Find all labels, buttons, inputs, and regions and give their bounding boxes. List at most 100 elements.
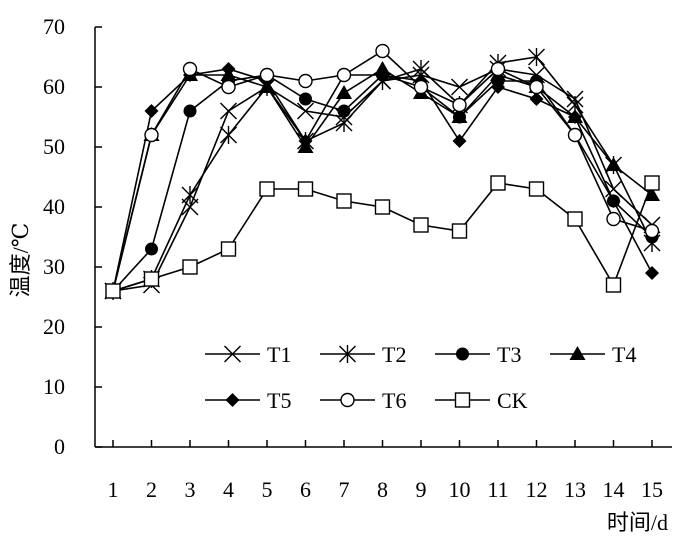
marker-shape <box>567 127 583 143</box>
x-tick-label: 7 <box>339 477 350 502</box>
x-tick-label: 10 <box>449 477 471 502</box>
marker-shape <box>183 104 197 118</box>
legend-label: CK <box>497 388 528 413</box>
data-point-marker <box>183 104 197 118</box>
legend-label: T5 <box>267 388 291 413</box>
data-point-marker <box>491 80 505 94</box>
data-point-marker <box>299 92 312 106</box>
legend-item-t3: T3 <box>435 342 521 367</box>
y-tick-label: 50 <box>43 134 65 159</box>
marker-shape <box>606 194 621 208</box>
marker-shape <box>452 97 467 113</box>
data-point-marker <box>105 283 121 299</box>
data-point-marker <box>182 61 198 77</box>
x-tick-label: 12 <box>526 477 548 502</box>
marker-shape <box>606 211 621 227</box>
marker-shape <box>259 67 275 83</box>
marker-shape <box>605 277 622 293</box>
data-point-marker <box>451 109 468 123</box>
marker-shape <box>221 62 236 76</box>
marker-shape <box>567 211 583 227</box>
marker-shape <box>451 109 468 123</box>
x-tick-label: 15 <box>641 477 663 502</box>
marker-stroke <box>220 102 237 120</box>
y-tick-label: 60 <box>43 74 65 99</box>
data-point-marker <box>452 134 467 148</box>
axes <box>94 26 672 448</box>
marker-shape <box>143 271 160 287</box>
marker-shape <box>259 181 275 197</box>
data-point-marker <box>375 43 390 59</box>
marker-shape <box>456 347 469 361</box>
marker-shape <box>490 61 506 77</box>
legend-item-t5: T5 <box>205 388 291 413</box>
series-layer <box>104 43 661 300</box>
x-tick-label: 13 <box>564 477 586 502</box>
data-point-marker <box>182 259 198 275</box>
x-axis-title: 时间/d <box>607 510 668 535</box>
data-point-marker <box>374 199 391 215</box>
data-point-marker <box>144 104 159 118</box>
marker-shape <box>490 175 506 191</box>
marker-shape <box>491 80 505 94</box>
data-point-marker <box>528 48 545 66</box>
data-point-marker <box>605 157 622 171</box>
legend-item-t6: T6 <box>320 388 406 413</box>
x-tick-label: 4 <box>223 477 234 502</box>
data-point-marker <box>298 73 313 89</box>
series-line <box>112 56 653 292</box>
data-point-marker <box>606 194 621 208</box>
data-point-marker <box>336 85 352 99</box>
marker-shape <box>220 241 237 257</box>
data-point-marker <box>644 187 660 201</box>
y-tick-label: 70 <box>43 14 65 39</box>
legend-label: T2 <box>382 342 406 367</box>
legend-label: T6 <box>382 388 406 413</box>
y-tick-label: 10 <box>43 374 65 399</box>
marker-shape <box>375 43 390 59</box>
data-point-marker <box>375 68 390 82</box>
legend-label: T1 <box>267 342 291 367</box>
legend: T1 T2 T3 T4 T5 T6 CK <box>205 342 636 413</box>
x-tick-label: 2 <box>146 477 157 502</box>
data-point-marker <box>337 104 351 118</box>
data-point-marker <box>225 393 240 407</box>
y-tick-label: 30 <box>43 254 65 279</box>
data-point-marker <box>220 126 237 144</box>
data-point-marker <box>452 97 467 113</box>
data-point-marker <box>605 180 622 198</box>
marker-shape <box>145 242 158 256</box>
data-point-marker <box>297 181 314 197</box>
data-point-marker <box>569 346 586 360</box>
marker-shape <box>105 283 121 299</box>
data-point-marker <box>340 392 355 408</box>
marker-shape <box>528 181 545 197</box>
marker-shape <box>298 134 313 148</box>
marker-shape <box>605 157 622 171</box>
data-point-marker <box>605 277 622 293</box>
marker-shape <box>644 187 660 201</box>
legend-item-t2: T2 <box>320 342 406 367</box>
x-tick-label: 1 <box>108 477 119 502</box>
data-point-marker <box>606 211 621 227</box>
data-point-marker <box>529 79 544 95</box>
data-point-marker <box>298 134 313 148</box>
data-point-marker <box>413 217 429 233</box>
legend-label: T3 <box>497 342 521 367</box>
data-point-marker <box>336 193 352 209</box>
x-tick-label: 8 <box>377 477 388 502</box>
data-point-marker <box>220 102 237 120</box>
data-point-marker <box>220 241 237 257</box>
data-point-marker <box>451 78 468 96</box>
y-tick-label: 40 <box>43 194 65 219</box>
marker-stroke <box>224 345 241 363</box>
data-point-marker <box>181 198 199 216</box>
data-point-marker <box>456 347 469 361</box>
marker-shape <box>182 61 198 77</box>
marker-shape <box>336 67 352 83</box>
x-tick-label: 3 <box>185 477 196 502</box>
data-point-marker <box>221 62 236 76</box>
marker-shape <box>336 193 352 209</box>
x-tick-label: 9 <box>416 477 427 502</box>
